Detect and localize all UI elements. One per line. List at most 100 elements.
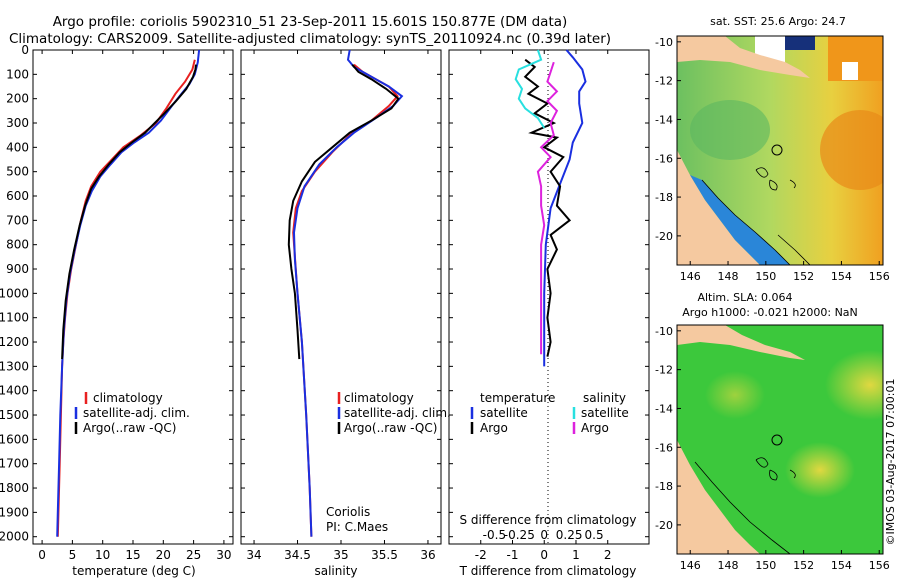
- s-difference-label: S difference from climatology: [460, 513, 637, 527]
- sla-mainland: [677, 440, 760, 554]
- sla-high-patch-2: [785, 442, 855, 498]
- sst-warm-patch: [820, 110, 883, 190]
- series-line-satellite: [292, 49, 404, 537]
- map-y-tick-label: -12: [655, 364, 673, 377]
- sla-coast-land: [677, 325, 805, 360]
- x-tick-label: 20: [156, 548, 171, 562]
- legend-climatology-label: climatology: [93, 391, 163, 405]
- depth-tick-label: 1600: [0, 432, 29, 446]
- map-y-tick-label: -10: [655, 325, 673, 338]
- depth-tick-label: 2000: [0, 530, 29, 544]
- depth-tick-label: 1100: [0, 311, 29, 325]
- legend-t-argo-label: Argo: [480, 421, 508, 435]
- x-tick-label: 35: [333, 548, 348, 562]
- x-tick-label: 0: [540, 548, 548, 562]
- legend-climatology-label: climatology: [344, 391, 414, 405]
- temperature-panel: 0100200300400500600700800900100011001200…: [0, 43, 234, 578]
- imos-timestamp: ©IMOS 03-Aug-2017 07:00:01: [884, 379, 897, 546]
- depth-tick-label: 300: [6, 116, 29, 130]
- depth-tick-label: 1800: [0, 481, 29, 495]
- t-difference-label: T difference from climatology: [459, 564, 637, 578]
- map-x-tick-label: 148: [718, 559, 739, 572]
- map-x-tick-label: 152: [793, 559, 814, 572]
- header-line-1: Argo profile: coriolis 5902310_51 23-Sep…: [53, 14, 568, 30]
- x-tick-label: 2: [604, 548, 612, 562]
- x-tick-label: 30: [216, 548, 231, 562]
- difference-panel: -2 -1 0 1 2 -0.5-0.25 0 0.25 0.5 S difference f…: [448, 49, 650, 578]
- sla-map-axes: 146 148 150 152 154 156 -10 -12 -14 -16 -18 -20: [655, 325, 890, 572]
- difference-depth-ticks: [449, 49, 649, 538]
- s-tick-label: -0.25: [504, 528, 535, 542]
- s-tick-label: 0.25: [556, 528, 583, 542]
- x-tick-label: 34: [246, 548, 261, 562]
- difference-panel-frame: [448, 49, 650, 545]
- sst-cold-spot: [785, 36, 815, 50]
- map-y-tick-label: -18: [655, 191, 673, 204]
- map-x-tick-label: 150: [755, 270, 776, 283]
- legend-satellite-label: satellite-adj. clim.: [83, 406, 190, 420]
- difference-s-axis: -0.5-0.25 0 0.25 0.5: [483, 528, 604, 542]
- map-y-tick-label: -16: [655, 441, 673, 454]
- map-y-tick-label: -16: [655, 152, 673, 165]
- legend-argo-label: Argo(..raw -QC): [83, 421, 176, 435]
- map-x-tick-label: 150: [755, 559, 776, 572]
- sst-map-frame: [676, 35, 884, 266]
- salinity-panel: 34 34.5 35 35.5 36 salinity climatology sate…: [240, 49, 451, 578]
- series-line-s-satellite: [514, 49, 546, 129]
- legend-t-satellite-label: satellite: [480, 406, 528, 420]
- depth-tick-label: 200: [6, 92, 29, 106]
- sst-shelf-edge: [701, 179, 811, 265]
- depth-tick-label: 500: [6, 165, 29, 179]
- depth-tick-label: 900: [6, 262, 29, 276]
- salinity-legend: climatology satellite-adj. clim. Argo(..…: [337, 391, 451, 435]
- depth-tick-label: 1400: [0, 384, 29, 398]
- map-x-tick-label: 154: [831, 270, 852, 283]
- map-y-tick-label: -10: [655, 36, 673, 49]
- salinity-depth-ticks: [241, 49, 441, 538]
- depth-tick-label: 1900: [0, 505, 29, 519]
- difference-lines: [514, 49, 587, 367]
- series-line-climatology: [56, 59, 196, 537]
- depth-axis: 0 100 200 300 400 500 600 700 800 900 1000 1100 1200…: [0, 43, 233, 544]
- depth-tick-label: 0: [21, 43, 29, 57]
- sst-coast-land: [677, 36, 810, 78]
- sst-mainland: [677, 150, 760, 265]
- map-x-tick-label: 156: [869, 270, 890, 283]
- map-y-tick-label: -12: [655, 75, 673, 88]
- series-line-t-satellite: [543, 49, 587, 367]
- difference-t-axis: -2 -1 0 1 2: [475, 50, 612, 562]
- s-tick-label: 0: [540, 528, 548, 542]
- depth-tick-label: 700: [6, 213, 29, 227]
- x-tick-label: 36: [420, 548, 435, 562]
- x-tick-label: 10: [95, 548, 110, 562]
- x-tick-label: -2: [475, 548, 487, 562]
- legend-salinity-header: salinity: [583, 391, 626, 405]
- sst-reef-outline: [755, 167, 796, 191]
- sst-argo-marker: [771, 144, 783, 156]
- depth-tick-label: 100: [6, 67, 29, 81]
- depth-tick-label: 600: [6, 189, 29, 203]
- salinity-lines: [287, 49, 404, 537]
- sla-map-title-1: Altim. SLA: 0.064: [697, 291, 792, 304]
- map-x-tick-label: 146: [680, 270, 701, 283]
- map-y-tick-label: -14: [655, 402, 673, 415]
- legend-satellite-label: satellite-adj. clim.: [344, 406, 451, 420]
- map-x-tick-label: 152: [793, 270, 814, 283]
- depth-tick-label: 800: [6, 238, 29, 252]
- temperature-x-label: temperature (deg C): [72, 564, 195, 578]
- x-tick-label: 0: [38, 548, 46, 562]
- sst-cool-patch: [690, 100, 770, 160]
- legend-s-satellite-label: satellite: [581, 406, 629, 420]
- sst-map-axes: 146 148 150 152 154 156 -10 -12 -14 -16 -18 -20: [655, 36, 890, 283]
- depth-tick-label: 400: [6, 140, 29, 154]
- header-line-2: Climatology: CARS2009. Satellite-adjuste…: [9, 31, 611, 47]
- salinity-x-axis: 34 34.5 35 35.5 36: [246, 50, 436, 562]
- legend-argo-label: Argo(..raw -QC): [344, 421, 437, 435]
- sla-map-frame: [676, 324, 884, 555]
- x-tick-label: 1: [572, 548, 580, 562]
- depth-tick-label: 1000: [0, 286, 29, 300]
- sla-high-patch-1: [825, 350, 883, 420]
- map-y-tick-label: -20: [655, 230, 673, 243]
- legend-temperature-header: temperature: [480, 391, 555, 405]
